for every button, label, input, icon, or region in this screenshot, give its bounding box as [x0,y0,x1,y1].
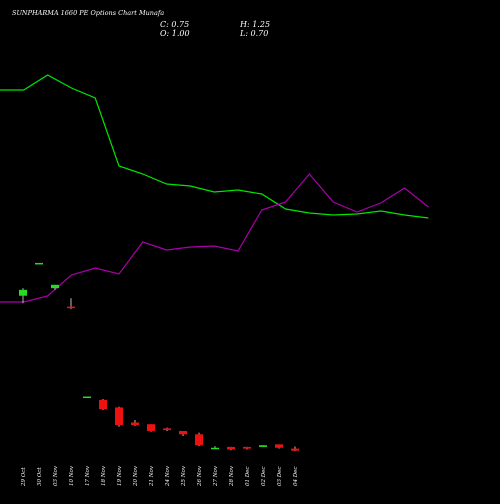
candle [179,430,187,436]
candle [99,399,107,410]
candle-body [179,430,187,435]
candle [259,445,267,447]
candle [275,444,283,449]
candle-body [291,448,299,451]
x-tick-label: 21 Nov [149,465,155,487]
x-tick-label: 27 Nov [213,465,219,487]
x-tick-label: 18 Nov [101,465,107,486]
x-tick-label: 03 Dec [277,467,283,487]
x-tick-label: 04 Dec [293,467,299,487]
candle-body [131,422,139,426]
x-tick-label: 25 Nov [181,465,187,487]
indicator-line-1 [0,74,429,219]
candle [211,446,219,450]
candle [51,284,59,290]
candle [35,262,43,265]
close-value: C: 0.75 [160,20,190,29]
low-value: L: 0.70 [240,29,269,38]
x-tick-label: 17 Nov [85,465,91,486]
candle [67,298,75,310]
candle-body [99,399,107,410]
candle-body [19,289,27,296]
candle [163,427,171,431]
x-tick-label: 29 Oct [21,467,27,487]
candle-body [51,284,59,289]
indicator-lines [0,74,429,303]
high-value: H: 1.25 [240,20,271,29]
x-tick-label: 24 Nov [165,465,171,487]
open-value: O: 1.00 [160,29,190,38]
x-tick-label: 01 Dec [245,467,251,487]
candle-body [163,428,171,431]
candle-body [227,446,235,450]
candle [131,420,139,426]
candle [115,406,123,427]
x-axis-labels: 29 Oct 30 Oct 03 Nov 10 Nov 17 Nov 18 Nov 19 N… [21,465,299,487]
candle-body [83,396,91,399]
x-tick-label: 26 Nov [197,465,203,487]
candle-body [35,262,43,265]
candle [195,432,203,447]
candle [19,288,27,304]
candle [243,446,251,450]
candle-body [275,444,283,448]
x-tick-label: 20 Nov [133,465,139,487]
x-tick-label: 10 Nov [69,465,75,486]
x-tick-label: 30 Oct [37,467,43,486]
x-tick-label: 28 Nov [229,465,235,487]
candle-body [147,424,155,431]
candles [19,262,299,452]
candle-body [67,306,75,309]
candle-body [195,434,203,446]
x-tick-label: 02 Dec [261,467,267,487]
candle-body [259,445,267,447]
candle [147,424,155,432]
candle-body [243,446,251,449]
candle-body [211,447,219,450]
x-tick-label: 03 Nov [53,465,59,486]
candle [291,446,299,452]
candle [227,446,235,451]
chart-title: SUNPHARMA 1660 PE Options Chart Munafa [12,9,165,17]
candle [83,396,91,399]
indicator-line-2 [0,173,429,303]
x-tick-label: 19 Nov [117,465,123,486]
candle-body [115,407,123,426]
